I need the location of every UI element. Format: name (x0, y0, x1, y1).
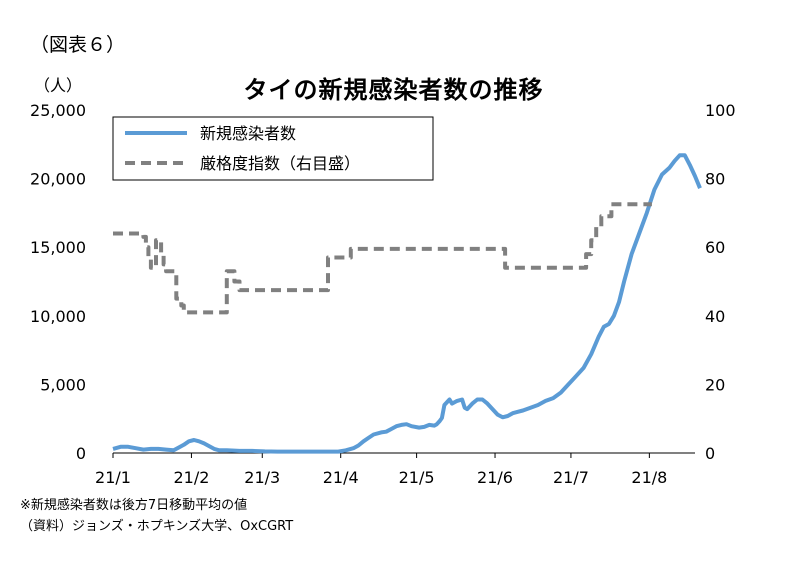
x-tick-label: 21/5 (399, 468, 435, 487)
series-line-stringency-index (113, 202, 652, 315)
y-axis-unit-label: （人） (34, 76, 83, 95)
figure-label: （図表６） (30, 34, 126, 56)
y-left-tick-label: 0 (76, 444, 86, 463)
chart-title: タイの新規感染者数の推移 (243, 76, 544, 104)
y-right-tick-label: 40 (705, 307, 725, 326)
y-right-tick-label: 100 (705, 101, 736, 120)
y-right-tick-label: 20 (705, 375, 725, 394)
legend-label-index: 厳格度指数（右目盛） (200, 154, 360, 173)
legend-label-cases: 新規感染者数 (200, 124, 296, 143)
y-left-tick-label: 20,000 (30, 170, 86, 189)
x-tick-label: 21/2 (173, 468, 209, 487)
x-tick-label: 21/7 (553, 468, 589, 487)
series-line-cases (112, 153, 702, 454)
x-tick-label: 21/6 (477, 468, 513, 487)
y-right-tick-label: 60 (705, 238, 725, 257)
y-left-tick-label: 5,000 (40, 375, 86, 394)
legend: 新規感染者数 厳格度指数（右目盛） (112, 116, 434, 181)
y-right-tick-label: 80 (705, 170, 725, 189)
x-tick-label: 21/8 (631, 468, 667, 487)
footnote-moving-average: ※新規感染者数は後方7日移動平均の値 (20, 498, 248, 513)
x-tick-label: 21/4 (323, 468, 359, 487)
y-left-tick-label: 25,000 (30, 101, 86, 120)
y-left-tick-label: 10,000 (30, 307, 86, 326)
series-layer (112, 153, 702, 454)
legend-box (112, 116, 434, 181)
x-tick-label: 21/1 (95, 468, 131, 487)
y-left-tick-label: 15,000 (30, 238, 86, 257)
x-tick-label: 21/3 (244, 468, 280, 487)
y-right-tick-label: 0 (705, 444, 715, 463)
axes-layer: 0 5,000 10,000 15,000 20,000 25,000 0 20 40 60 80 1… (30, 101, 736, 487)
footnote-source: （資料）ジョンズ・ホプキンズ大学、OxCGRT (20, 519, 294, 534)
